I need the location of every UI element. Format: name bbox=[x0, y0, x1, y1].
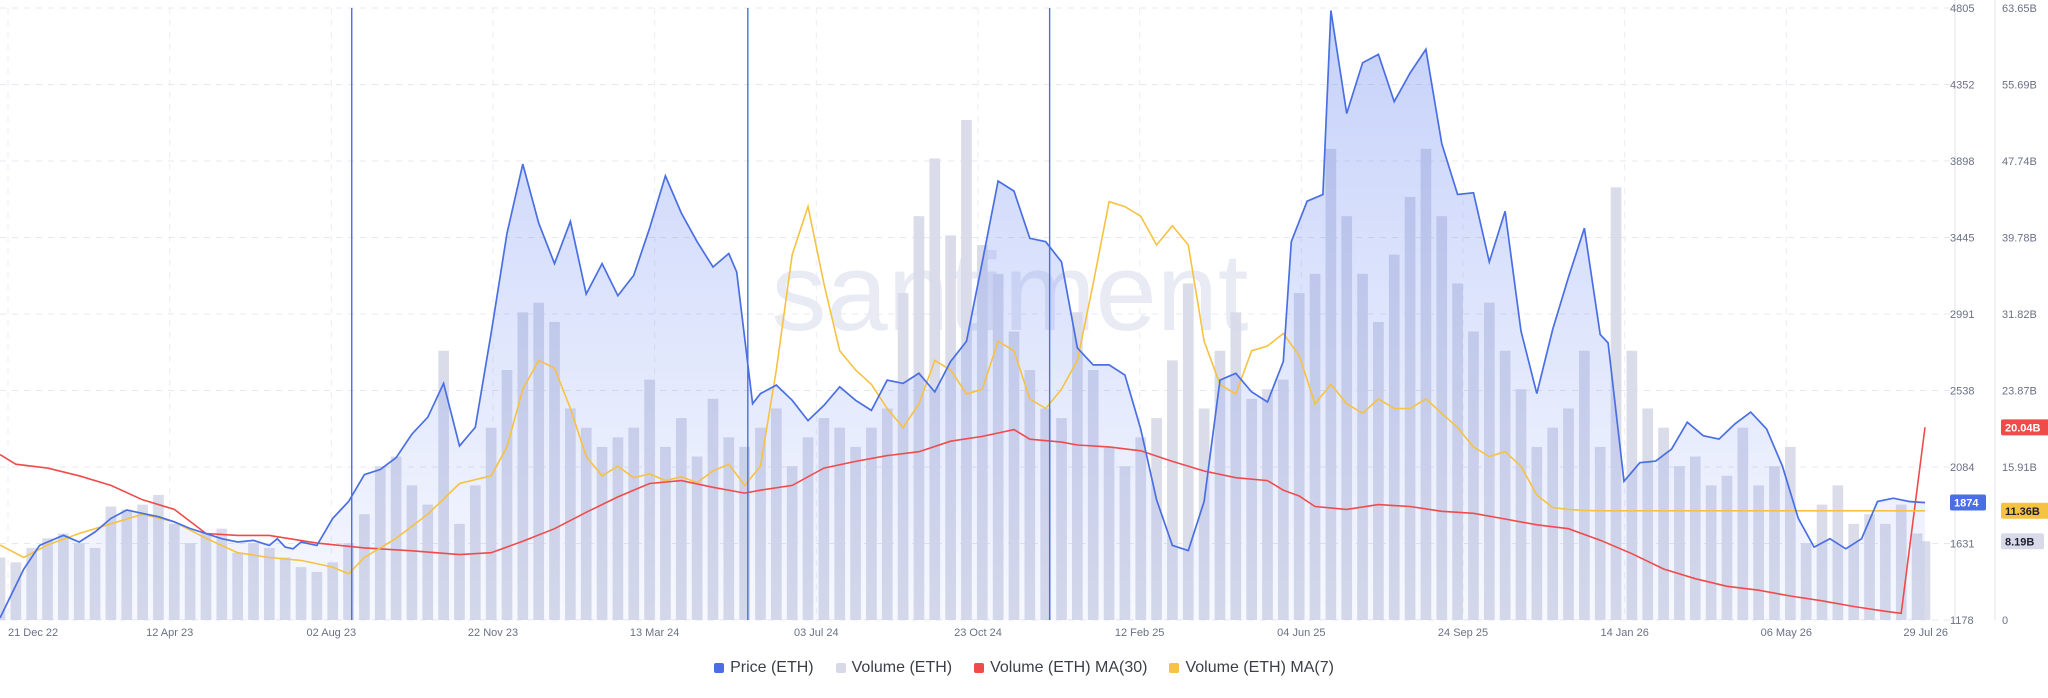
y-left-tick-label: 4805 bbox=[1950, 3, 1974, 15]
value-badge bbox=[2001, 533, 2044, 550]
value-badge-label: 1874 bbox=[1954, 498, 1979, 510]
x-tick-label: 12 Apr 23 bbox=[146, 627, 193, 639]
x-tick-label: 22 Nov 23 bbox=[468, 627, 518, 639]
volume-bar bbox=[929, 158, 941, 620]
legend-item[interactable]: Volume (ETH) MA(30) bbox=[974, 659, 1147, 677]
value-badge-label: 20.04B bbox=[2005, 422, 2041, 434]
legend-swatch bbox=[714, 663, 725, 673]
value-badge bbox=[2001, 502, 2048, 519]
volume-bar bbox=[1610, 187, 1622, 620]
price-area-fill bbox=[0, 10, 1925, 620]
x-tick-label: 23 Oct 24 bbox=[954, 627, 1002, 639]
x-tick-label: 12 Feb 25 bbox=[1115, 627, 1165, 639]
price-area bbox=[0, 10, 1925, 620]
y-right-tick-label: 15.91B bbox=[2002, 462, 2037, 474]
volume-bar bbox=[1182, 283, 1194, 620]
y-left-tick-label: 2084 bbox=[1950, 462, 1974, 474]
volume-bar bbox=[1167, 360, 1178, 620]
x-tick-label: 29 Jul 26 bbox=[1903, 627, 1948, 639]
y-left-tick-label: 3898 bbox=[1950, 156, 1974, 168]
x-tick-label: 02 Aug 23 bbox=[307, 627, 357, 639]
x-tick-label: 14 Jan 26 bbox=[1601, 627, 1649, 639]
y-right-tick-label: 0 bbox=[2002, 615, 2008, 627]
value-badges: 1874 20.04B 11.36B 8.19B bbox=[1950, 419, 2048, 550]
y-right-tick-label: 23.87B bbox=[2002, 386, 2037, 398]
legend-swatch bbox=[974, 663, 985, 673]
value-badge-label: 8.19B bbox=[2005, 536, 2034, 548]
x-tick-label: 03 Jul 24 bbox=[794, 627, 839, 639]
legend-swatch bbox=[1169, 663, 1180, 673]
x-tick-label: 13 Mar 24 bbox=[630, 627, 680, 639]
x-tick-label: 21 Dec 22 bbox=[8, 627, 58, 639]
y-right-tick-label: 55.69B bbox=[2002, 80, 2037, 92]
y-right-tick-label: 39.78B bbox=[2002, 233, 2037, 245]
x-tick-label: 24 Sep 25 bbox=[1438, 627, 1488, 639]
chart-legend: Price (ETH) Volume (ETH) Volume (ETH) MA(3… bbox=[0, 656, 2048, 680]
y-right-tick-label: 47.74B bbox=[2002, 156, 2037, 168]
legend-label: Volume (ETH) bbox=[851, 659, 953, 676]
y-left-tick-label: 1178 bbox=[1950, 615, 1974, 627]
legend-swatch bbox=[835, 663, 846, 673]
volume-bar bbox=[0, 557, 6, 620]
line-volume-eth-ma-30- bbox=[0, 427, 1926, 615]
legend-item[interactable]: Volume (ETH) bbox=[835, 659, 953, 677]
legend-item[interactable]: Price (ETH) bbox=[714, 659, 814, 677]
legend-label: Volume (ETH) MA(30) bbox=[990, 659, 1148, 676]
legend-item[interactable]: Volume (ETH) MA(7) bbox=[1169, 659, 1334, 677]
y-left-tick-label: 2991 bbox=[1950, 309, 1974, 321]
legend-label: Volume (ETH) MA(7) bbox=[1185, 659, 1334, 676]
value-badge-label: 11.36B bbox=[2005, 506, 2040, 518]
x-tick-label: 06 May 26 bbox=[1761, 627, 1812, 639]
y-left-tick-label: 2538 bbox=[1950, 386, 1974, 398]
value-badge bbox=[1950, 494, 1986, 511]
y-left-tick-label: 1631 bbox=[1950, 539, 1974, 551]
y-left-tick-label: 3445 bbox=[1950, 233, 1974, 245]
line-price-eth bbox=[0, 10, 1926, 619]
value-badge bbox=[2001, 419, 2048, 436]
y-left-tick-label: 4352 bbox=[1950, 80, 1974, 92]
y-right-tick-label: 63.65B bbox=[2002, 3, 2037, 15]
event-markers bbox=[351, 8, 1051, 620]
x-tick-label: 04 Jun 25 bbox=[1277, 627, 1325, 639]
legend-label: Price (ETH) bbox=[730, 659, 814, 676]
y-right-tick-label: 31.82B bbox=[2002, 309, 2037, 321]
series-lines bbox=[0, 10, 1926, 619]
line-volume-eth-ma-7- bbox=[0, 200, 1925, 575]
